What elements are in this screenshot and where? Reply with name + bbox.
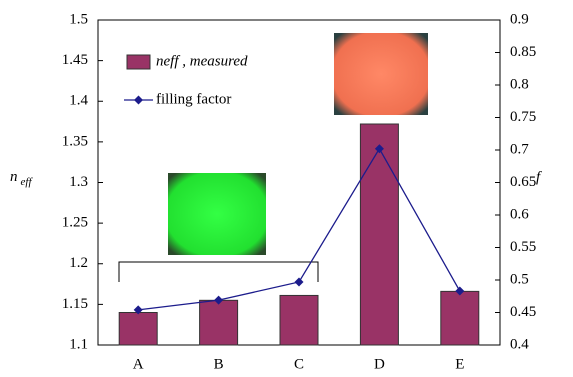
y2-tick-label: 0.5 — [510, 271, 529, 287]
bar — [200, 300, 238, 345]
x-tick-label: B — [214, 356, 224, 372]
y2-tick-label: 0.55 — [510, 239, 536, 255]
legend: neff , measured filling factor — [124, 53, 248, 107]
x-tick-label: C — [294, 356, 304, 372]
x-tick-label: E — [455, 356, 464, 372]
bar — [119, 313, 157, 346]
y-label-symbol: n — [10, 169, 18, 185]
y-tick-label: 1.1 — [69, 336, 88, 352]
line-marker — [295, 277, 304, 286]
orange-sample-photo — [334, 33, 428, 115]
y2-tick-label: 0.9 — [510, 11, 529, 27]
y2-tick-label: 0.75 — [510, 109, 536, 125]
y2-tick-label: 0.6 — [510, 206, 529, 222]
y-tick-label: 1.2 — [69, 255, 88, 271]
y-tick-label: 1.35 — [62, 133, 88, 149]
y2-tick-label: 0.65 — [510, 174, 536, 190]
y2-axis-label: f — [536, 169, 542, 185]
y2-tick-label: 0.45 — [510, 304, 536, 320]
y2-tick-label: 0.7 — [510, 141, 529, 157]
y2-tick-label: 0.8 — [510, 76, 529, 92]
x-tick-label: A — [133, 356, 144, 372]
legend-label: neff , measured — [156, 53, 248, 69]
y-tick-label: 1.25 — [62, 215, 88, 231]
y-label-subscript: eff — [21, 176, 34, 188]
y-tick-label: 1.15 — [62, 296, 88, 312]
bar — [360, 124, 398, 345]
y-tick-label: 1.3 — [69, 174, 88, 190]
x-tick-label: D — [374, 356, 385, 372]
bar — [280, 295, 318, 345]
y2-tick-label: 0.85 — [510, 44, 536, 60]
chart: neff f neff , measured filling factor 1.1… — [0, 0, 573, 377]
y2-tick-label: 0.4 — [510, 336, 529, 352]
bar — [441, 291, 479, 345]
y-tick-label: 1.45 — [62, 52, 88, 68]
green-sample-photo — [168, 173, 266, 255]
legend-label: filling factor — [156, 91, 231, 107]
legend-marker — [134, 96, 143, 105]
y-tick-label: 1.5 — [69, 11, 88, 27]
legend-swatch — [127, 55, 150, 69]
y-tick-label: 1.4 — [69, 93, 88, 109]
group-bracket — [119, 262, 318, 282]
